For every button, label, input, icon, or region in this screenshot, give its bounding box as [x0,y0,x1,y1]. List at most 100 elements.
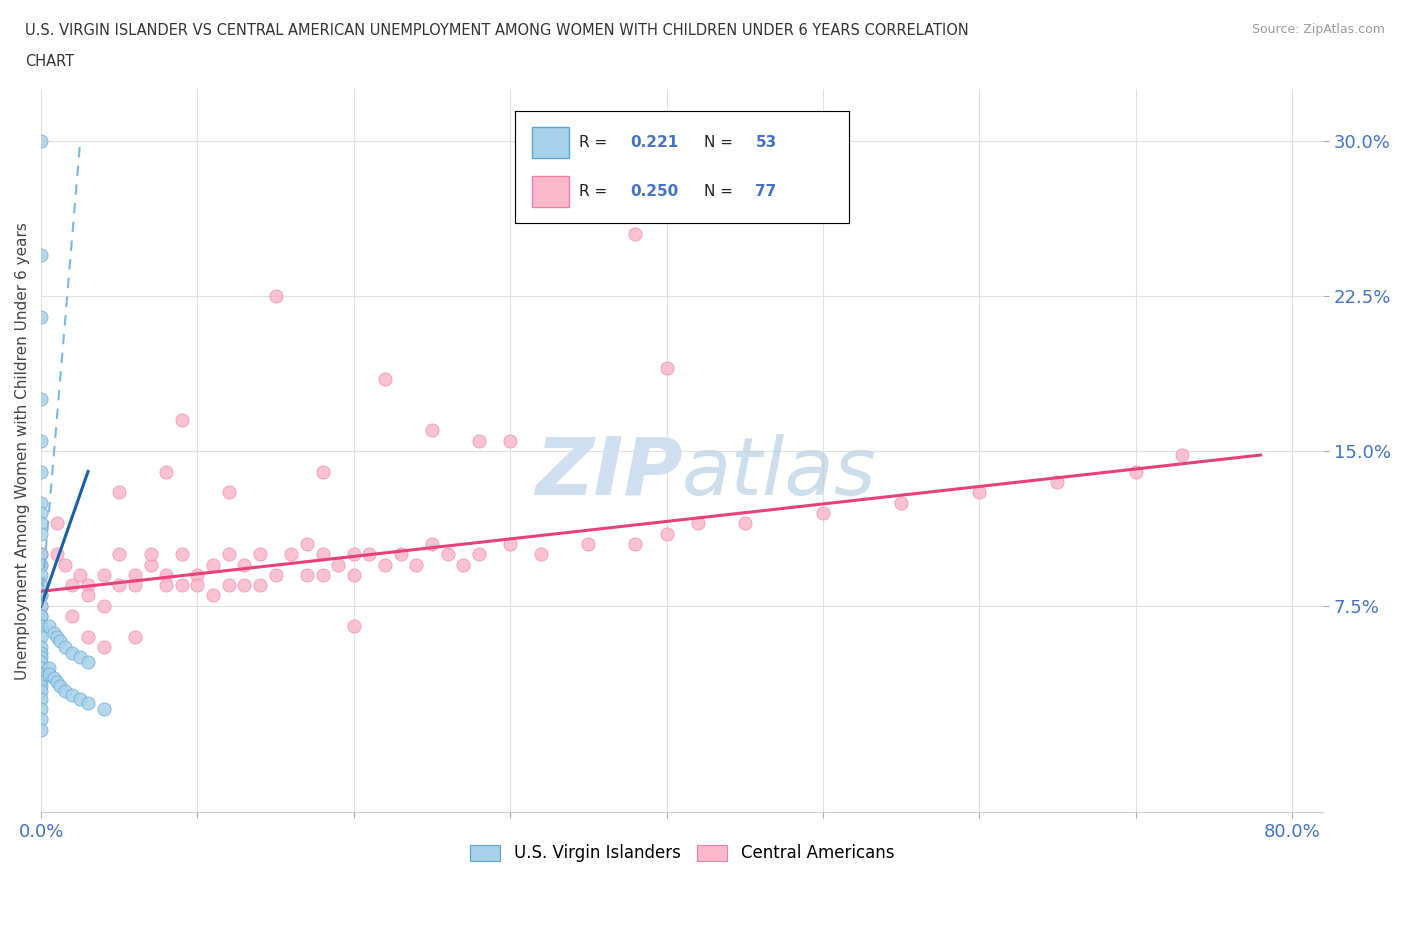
Point [30,505,52,520]
Point [30,392,52,406]
Point [202,588,225,603]
Point [405,557,427,572]
Point [30,679,52,694]
Point [42,625,65,640]
Text: Source: ZipAtlas.com: Source: ZipAtlas.com [1251,23,1385,36]
Point [1171,447,1194,462]
Point [93,598,115,613]
Point [124,567,146,582]
Point [77,578,100,592]
Point [30,134,52,149]
Point [624,227,647,242]
Point [186,567,208,582]
Point [30,567,52,582]
Point [30,557,52,572]
Point [249,578,271,592]
Point [451,557,474,572]
Point [359,547,381,562]
Point [30,712,52,727]
Point [264,288,287,303]
Point [30,578,52,592]
Point [343,619,366,634]
Point [53,683,76,698]
Point [343,567,366,582]
Point [30,650,52,665]
Point [45,547,67,562]
Point [374,371,396,386]
Point [420,537,443,551]
Point [30,654,52,669]
Point [30,640,52,655]
Point [655,361,678,376]
Point [499,433,522,448]
Point [155,464,177,479]
Point [155,578,177,592]
Point [53,557,76,572]
Legend: U.S. Virgin Islanders, Central Americans: U.S. Virgin Islanders, Central Americans [464,838,901,870]
Point [30,671,52,685]
Point [69,650,91,665]
Point [30,516,52,531]
Point [38,619,60,634]
Point [42,671,65,685]
Point [38,667,60,682]
Point [811,505,834,520]
Point [30,660,52,675]
Y-axis label: Unemployment Among Women with Children Under 6 years: Unemployment Among Women with Children U… [15,222,30,680]
Text: U.S. VIRGIN ISLANDER VS CENTRAL AMERICAN UNEMPLOYMENT AMONG WOMEN WITH CHILDREN : U.S. VIRGIN ISLANDER VS CENTRAL AMERICAN… [25,23,969,38]
Point [1125,464,1147,479]
Point [30,646,52,661]
Point [389,547,412,562]
Point [30,630,52,644]
Point [30,683,52,698]
Point [77,630,100,644]
Point [890,495,912,510]
Point [30,701,52,716]
Point [30,691,52,706]
Point [77,696,100,711]
Point [30,588,52,603]
Point [249,547,271,562]
Point [30,547,52,562]
Point [30,667,52,682]
Point [30,598,52,613]
Point [218,578,240,592]
Text: CHART: CHART [25,54,75,69]
Point [77,654,100,669]
Point [202,557,225,572]
Text: ZIP: ZIP [534,433,682,512]
Point [93,640,115,655]
Point [624,537,647,551]
Point [30,619,52,634]
Point [686,516,709,531]
Point [124,630,146,644]
Point [60,646,83,661]
Point [311,547,333,562]
Point [30,495,52,510]
Point [69,567,91,582]
Point [30,675,52,690]
Point [30,433,52,448]
Point [30,598,52,613]
Point [30,247,52,262]
Point [374,557,396,572]
Point [576,537,599,551]
Point [30,609,52,624]
Point [69,691,91,706]
Point [60,609,83,624]
Point [170,578,193,592]
Point [30,578,52,592]
Point [311,464,333,479]
Point [30,557,52,572]
Point [343,547,366,562]
Point [155,567,177,582]
Point [499,537,522,551]
Point [30,464,52,479]
Text: atlas: atlas [682,433,877,512]
Point [295,537,318,551]
Point [967,485,990,499]
Point [124,578,146,592]
Point [108,578,131,592]
Point [311,567,333,582]
Point [218,547,240,562]
